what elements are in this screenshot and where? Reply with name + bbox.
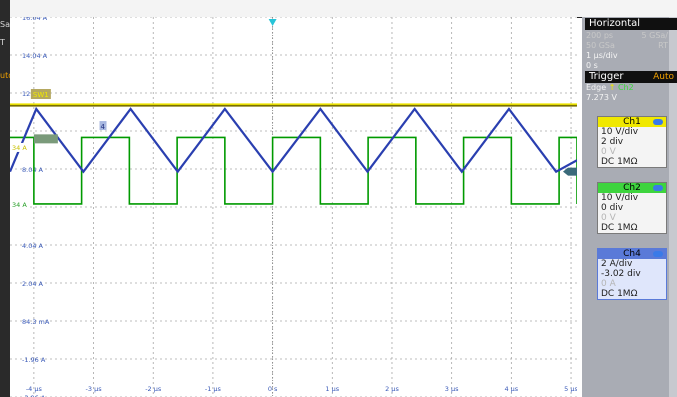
x-tick-label: 1 µs: [325, 385, 339, 393]
ch4-right-marker[interactable]: [563, 167, 568, 176]
ch4-right-tag[interactable]: [568, 167, 577, 176]
top-toolbar: [0, 0, 677, 18]
trigger-level[interactable]: 7.273 V: [586, 93, 617, 102]
y-tick-label: 84.3 mA: [22, 318, 50, 326]
channel-2-offset: 0 div: [601, 203, 624, 213]
channel-1-coupling: DC 1MΩ: [601, 157, 638, 167]
x-tick-label: 2 µs: [385, 385, 399, 393]
horizontal-scale[interactable]: 1 µs/div: [586, 51, 618, 60]
horizontal-max-rate: 50 GSa RT: [586, 41, 668, 50]
x-tick-label: -4 µs: [26, 385, 43, 393]
channel-1-title: Ch1: [598, 117, 666, 127]
left-strip-label: Sa/: [0, 20, 13, 29]
sw1-label-box: [30, 89, 51, 99]
rising-edge-icon: ↑: [608, 83, 616, 92]
ch4-ref-label[interactable]: 4: [101, 123, 106, 131]
channel-2-ref: 0 V: [601, 213, 616, 223]
toggle-icon[interactable]: [653, 251, 663, 257]
y-tick-label: 2.04 A: [22, 280, 44, 288]
ch2-level-tag-bg: [10, 199, 30, 209]
channel-1-scale: 10 V/div: [601, 127, 639, 137]
left-panel-strip: Sa/ T uto: [0, 0, 14, 397]
waveform-display[interactable]: 16.04 A14.04 A12.04 A8.04 A4.04 A2.04 A8…: [10, 17, 577, 397]
channel-2-panel[interactable]: Ch2 10 V/div 0 div 0 V DC 1MΩ: [597, 182, 667, 234]
ch1-level-label[interactable]: 34 A: [12, 144, 27, 152]
ch1-level-tag-bg: [10, 142, 30, 152]
ch4-trace: [10, 106, 577, 174]
ch2-ref-tag[interactable]: [33, 134, 58, 144]
horizontal-header[interactable]: Horizontal: [585, 18, 677, 30]
graticule-grid: [10, 17, 577, 397]
x-tick-label: -2 µs: [145, 385, 162, 393]
display-background: [10, 17, 577, 397]
y-tick-label: 4.04 A: [22, 242, 44, 250]
traces: [10, 103, 577, 205]
ch2-level-label[interactable]: 34 A: [12, 201, 27, 209]
channel-1-ref: 0 V: [601, 147, 616, 157]
trigger-header[interactable]: Trigger Auto: [585, 71, 677, 83]
left-strip-label: uto: [0, 71, 14, 80]
channel-4-coupling: DC 1MΩ: [601, 289, 638, 299]
sw1-label: SW1: [33, 91, 49, 99]
channel-2-scale: 10 V/div: [601, 193, 639, 203]
x-tick-label: 0 s: [268, 385, 278, 393]
x-tick-label: 4 µs: [504, 385, 518, 393]
trigger-position-marker[interactable]: [268, 19, 277, 26]
y-tick-label: -1.96 A: [22, 356, 46, 364]
channel-4-title: Ch4: [598, 249, 666, 259]
toggle-icon[interactable]: [653, 119, 663, 125]
channel-2-coupling: DC 1MΩ: [601, 223, 638, 233]
sw1-marker[interactable]: SW1: [30, 89, 51, 99]
horizontal-record: 200 ps 5 GSa/: [586, 31, 668, 40]
channel-4-offset: -3.02 div: [601, 269, 641, 279]
channel-1-panel[interactable]: Ch1 10 V/div 2 div 0 V DC 1MΩ: [597, 116, 667, 168]
left-strip-label: T: [0, 38, 5, 47]
x-tick-label: -3 µs: [86, 385, 103, 393]
y-tick-label: 8.04 A: [22, 166, 44, 174]
channel-2-title: Ch2: [598, 183, 666, 193]
channel-4-scale: 2 A/div: [601, 259, 633, 269]
right-scroll-edge[interactable]: [669, 17, 677, 397]
trigger-type[interactable]: Edge ↑ Ch2: [586, 83, 634, 92]
channel-4-ref: 0 A: [601, 279, 616, 289]
y-tick-label: 14.04 A: [22, 52, 48, 60]
x-tick-label: 5 µs: [564, 385, 577, 393]
channel-markers[interactable]: SW1 34 A 34 A 4: [10, 19, 577, 209]
ch4-ref-tag[interactable]: [99, 121, 107, 131]
x-tick-label: -1 µs: [205, 385, 222, 393]
channel-1-offset: 2 div: [601, 137, 624, 147]
ch2-trace: [10, 136, 577, 205]
x-tick-label: 3 µs: [445, 385, 459, 393]
y-tick-label: 16.04 A: [22, 17, 48, 22]
toggle-icon[interactable]: [653, 185, 663, 191]
y-tick-label: -3.96 A: [22, 394, 46, 397]
horizontal-position[interactable]: 0 s: [586, 61, 598, 70]
channel-4-panel[interactable]: Ch4 2 A/div -3.02 div 0 A DC 1MΩ: [597, 248, 667, 300]
